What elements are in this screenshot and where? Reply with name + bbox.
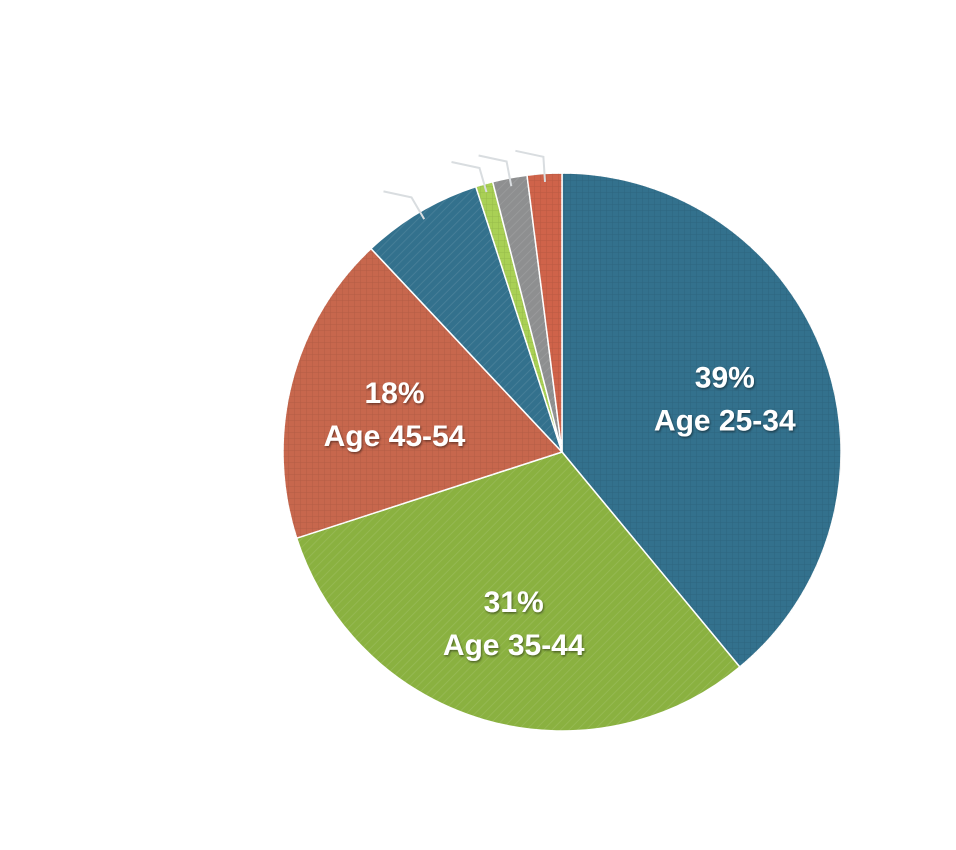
slice-category-label: Age 25-34: [654, 404, 796, 437]
pie-slice-texture: [562, 173, 841, 667]
leader-line: [383, 190, 426, 220]
leader-line: [451, 161, 488, 193]
leader-line: [478, 154, 513, 187]
pie-slice-3: [282, 247, 564, 540]
leader-lines: [383, 149, 546, 220]
pie-slice-texture: [475, 181, 562, 452]
pie-slice-texture: [492, 175, 562, 452]
slice-category-label: Age 35-44: [443, 629, 585, 662]
pie-slice-texture: [527, 173, 562, 452]
pie-slice-texture: [296, 452, 740, 731]
slice-labels: 39% Age 25-34 31% Age 35-44 18% Age 45-54: [324, 361, 796, 662]
slice-category-label: Age 45-54: [324, 420, 466, 453]
leader-line: [515, 149, 546, 182]
pie-slice-1: [561, 172, 842, 669]
slice-percent-label: 18%: [364, 377, 424, 410]
pie-slice-texture: [283, 248, 562, 539]
pie-slices: [282, 172, 842, 732]
pie-slice-2: [295, 451, 741, 732]
slice-percent-label: 39%: [695, 361, 755, 394]
slice-percent-label: 31%: [484, 586, 544, 619]
pie-slice-texture: [371, 186, 562, 452]
